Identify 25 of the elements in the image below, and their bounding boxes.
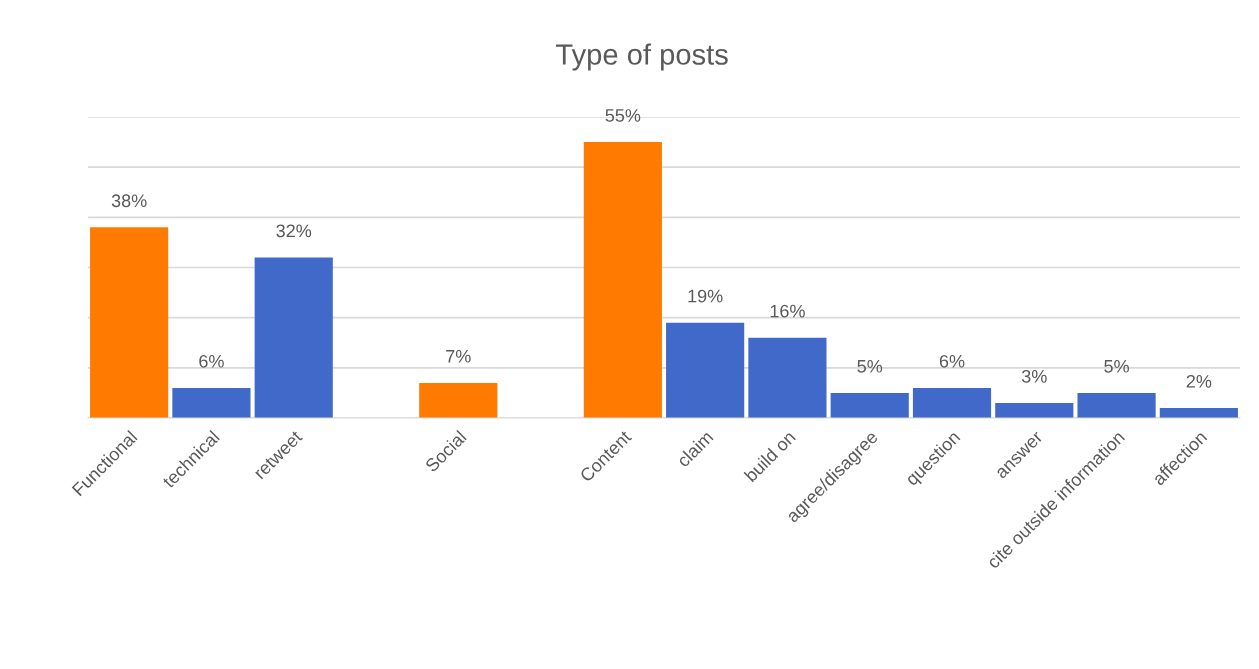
- data-label: 38%: [111, 194, 147, 208]
- data-label: 55%: [605, 109, 641, 122]
- bar: [90, 227, 169, 418]
- chart-title: Type of posts: [556, 43, 728, 71]
- bar: [1077, 392, 1156, 418]
- bar: [254, 257, 333, 418]
- bar: [666, 322, 745, 418]
- bar: [419, 382, 498, 418]
- data-label: 5%: [857, 359, 883, 373]
- bar: [912, 387, 992, 418]
- bar: [583, 142, 662, 418]
- data-label: 32%: [276, 224, 312, 238]
- data-label: 5%: [1104, 359, 1129, 373]
- bar: [172, 387, 251, 418]
- data-label: 3%: [1021, 369, 1047, 383]
- bar: [995, 402, 1074, 418]
- data-label: 6%: [199, 354, 224, 368]
- data-label: 16%: [770, 304, 805, 318]
- data-label: 19%: [688, 289, 723, 303]
- data-label: 7%: [446, 349, 471, 363]
- bar: [748, 337, 827, 418]
- data-label: 2%: [1186, 374, 1212, 388]
- bar: [1159, 407, 1238, 418]
- bar: [830, 392, 909, 418]
- data-label: 6%: [939, 354, 965, 368]
